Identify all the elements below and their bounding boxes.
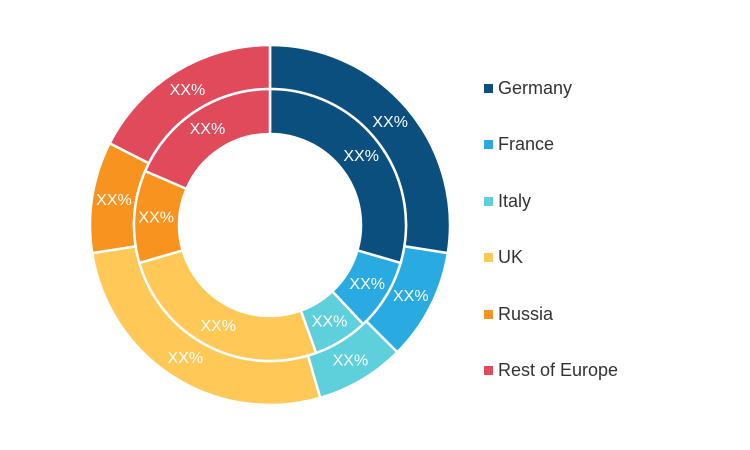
outer-label-france: XX%: [393, 288, 429, 305]
legend-swatch: [484, 253, 493, 262]
legend-swatch: [484, 140, 493, 149]
outer-label-italy: XX%: [333, 352, 369, 369]
legend-swatch: [484, 196, 493, 206]
legend-item-rest-of-europe: Rest of Europe: [484, 357, 618, 385]
inner-label-italy: XX%: [312, 314, 348, 331]
legend-item-germany: Germany: [484, 74, 618, 102]
donut-slice-labels: XX% XX% XX% XX% XX% XX% XX% XX% XX% XX% XX% XX%: [96, 82, 428, 370]
legend-label: Rest of Europe: [498, 360, 619, 380]
inner-label-rest-of-europe: XX%: [190, 121, 226, 138]
legend-swatch: [484, 309, 493, 319]
outer-label-uk: XX%: [168, 350, 204, 367]
outer-label-russia: XX%: [96, 192, 132, 209]
legend-label: Russia: [498, 303, 554, 324]
legend-item-uk: UK: [484, 244, 618, 272]
legend-label: France: [498, 134, 555, 154]
chart-legend: Germany France Italy UK Russia Rest of E…: [484, 74, 618, 413]
legend-swatch: [484, 83, 493, 93]
legend-item-italy: Italy: [484, 187, 618, 215]
outer-label-rest-of-europe: XX%: [170, 82, 206, 99]
donut-slices: [88, 43, 452, 407]
legend-label: UK: [498, 247, 524, 267]
legend-label: Italy: [498, 190, 532, 211]
inner-label-germany: XX%: [343, 148, 379, 165]
outer-label-germany: XX%: [372, 114, 408, 131]
inner-label-uk: XX%: [200, 318, 236, 335]
legend-label: Germany: [498, 77, 573, 98]
legend-item-russia: Russia: [484, 300, 618, 328]
inner-slice-rest-of-europe: [143, 87, 272, 191]
inner-label-france: XX%: [349, 276, 385, 293]
legend-swatch: [484, 366, 493, 375]
inner-label-russia: XX%: [138, 209, 174, 226]
legend-item-france: France: [484, 131, 618, 159]
